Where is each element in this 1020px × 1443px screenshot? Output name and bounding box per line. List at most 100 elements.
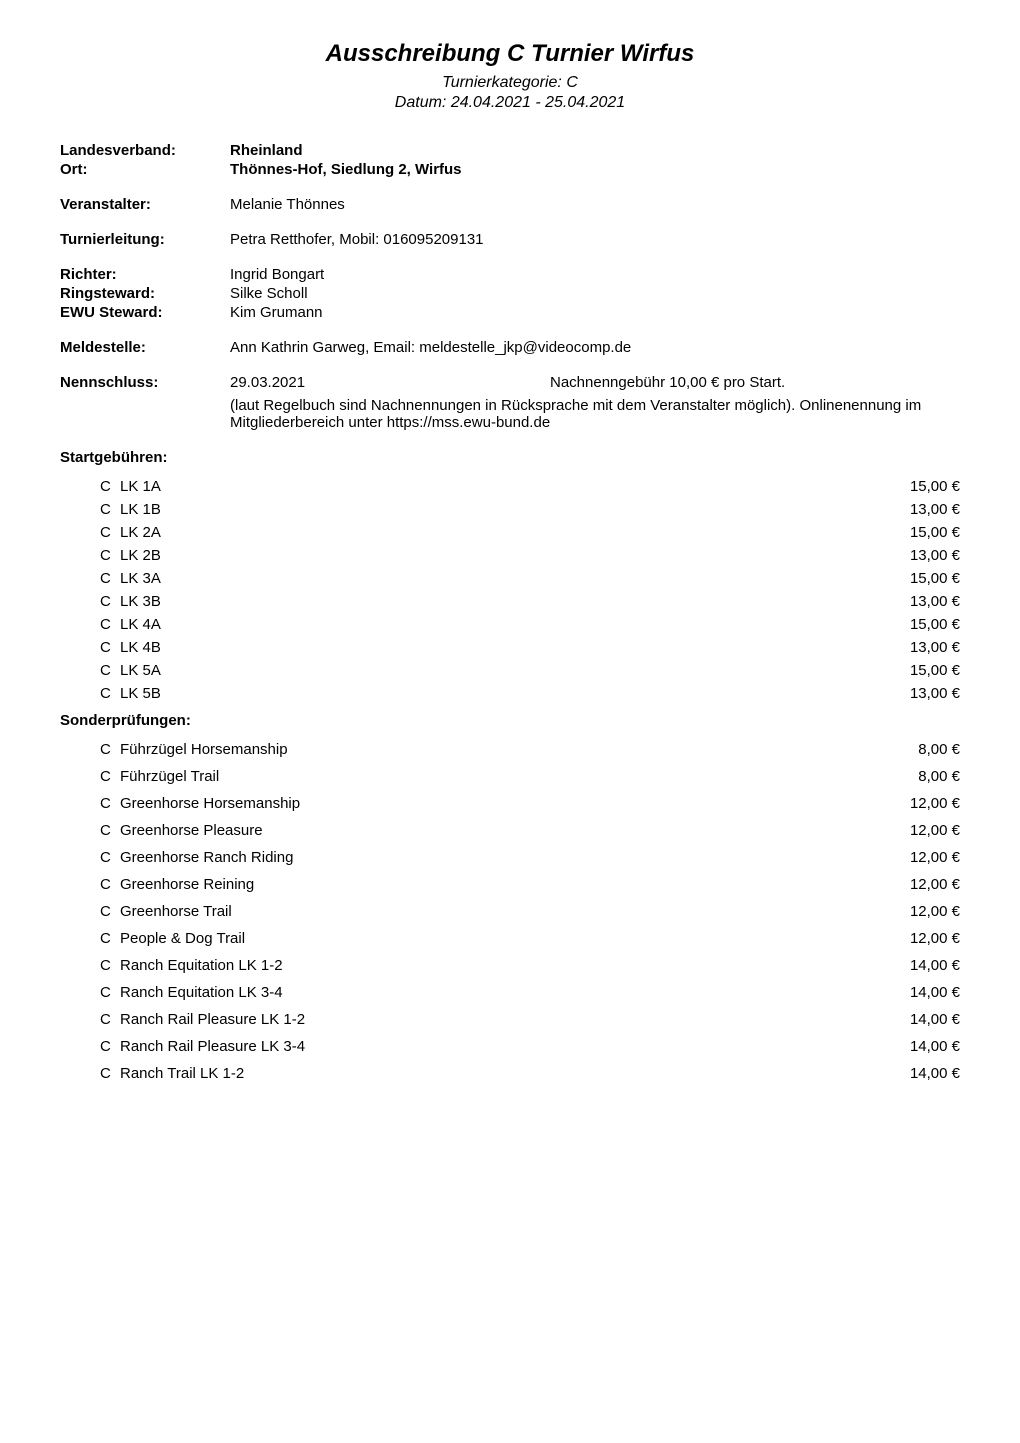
fee-category: C: [60, 524, 120, 541]
fee-price: 14,00 €: [860, 1011, 960, 1028]
fee-row: CLK 4A15,00 €: [60, 616, 960, 633]
fee-price: 13,00 €: [860, 685, 960, 702]
fee-row: CLK 5B13,00 €: [60, 685, 960, 702]
fee-row: CFührzügel Trail8,00 €: [60, 768, 960, 785]
fee-category: C: [60, 741, 120, 758]
fee-name: Ranch Rail Pleasure LK 3-4: [120, 1038, 860, 1055]
fee-name: Ranch Trail LK 1-2: [120, 1065, 860, 1082]
fee-price: 12,00 €: [860, 849, 960, 866]
fee-category: C: [60, 662, 120, 679]
fee-price: 8,00 €: [860, 768, 960, 785]
nennschluss-label: Nennschluss:: [60, 374, 230, 391]
fee-price: 12,00 €: [860, 795, 960, 812]
fee-category: C: [60, 1011, 120, 1028]
fee-name: Führzügel Trail: [120, 768, 860, 785]
fee-name: Greenhorse Ranch Riding: [120, 849, 860, 866]
fee-row: CLK 3B13,00 €: [60, 593, 960, 610]
fee-name: LK 4A: [120, 616, 860, 633]
ort-value: Thönnes-Hof, Siedlung 2, Wirfus: [230, 161, 960, 178]
sonderpruefungen-label: Sonderprüfungen:: [60, 712, 960, 729]
fee-name: Greenhorse Pleasure: [120, 822, 860, 839]
fee-price: 8,00 €: [860, 741, 960, 758]
fee-name: Greenhorse Horsemanship: [120, 795, 860, 812]
nennschluss-fee: Nachnenngebühr 10,00 € pro Start.: [550, 374, 960, 391]
fee-row: CLK 1B13,00 €: [60, 501, 960, 518]
fee-name: LK 5B: [120, 685, 860, 702]
fee-price: 14,00 €: [860, 1065, 960, 1082]
fee-name: LK 5A: [120, 662, 860, 679]
ringsteward-value: Silke Scholl: [230, 285, 960, 302]
fee-category: C: [60, 903, 120, 920]
fee-price: 13,00 €: [860, 639, 960, 656]
fee-row: CLK 2A15,00 €: [60, 524, 960, 541]
fee-row: CRanch Equitation LK 1-214,00 €: [60, 957, 960, 974]
fee-name: LK 3B: [120, 593, 860, 610]
fee-price: 12,00 €: [860, 903, 960, 920]
fee-category: C: [60, 478, 120, 495]
nennschluss-note: (laut Regelbuch sind Nachnennungen in Rü…: [230, 397, 960, 431]
fee-category: C: [60, 849, 120, 866]
fee-price: 12,00 €: [860, 930, 960, 947]
document-title: Ausschreibung C Turnier Wirfus: [60, 40, 960, 68]
ringsteward-label: Ringsteward:: [60, 285, 230, 302]
fee-price: 12,00 €: [860, 822, 960, 839]
fee-category: C: [60, 616, 120, 633]
fee-row: CLK 4B13,00 €: [60, 639, 960, 656]
fee-row: CFührzügel Horsemanship8,00 €: [60, 741, 960, 758]
fee-name: LK 2A: [120, 524, 860, 541]
landesverband-label: Landesverband:: [60, 142, 230, 159]
fee-price: 13,00 €: [860, 593, 960, 610]
fee-price: 15,00 €: [860, 478, 960, 495]
fee-name: Ranch Equitation LK 3-4: [120, 984, 860, 1001]
fee-name: Greenhorse Trail: [120, 903, 860, 920]
fee-category: C: [60, 593, 120, 610]
fee-price: 13,00 €: [860, 547, 960, 564]
fee-row: CLK 3A15,00 €: [60, 570, 960, 587]
fee-category: C: [60, 957, 120, 974]
fee-row: CLK 1A15,00 €: [60, 478, 960, 495]
fee-row: CRanch Rail Pleasure LK 1-214,00 €: [60, 1011, 960, 1028]
richter-value: Ingrid Bongart: [230, 266, 960, 283]
fee-row: CPeople & Dog Trail12,00 €: [60, 930, 960, 947]
fee-name: People & Dog Trail: [120, 930, 860, 947]
fee-category: C: [60, 570, 120, 587]
fee-row: CLK 2B13,00 €: [60, 547, 960, 564]
fee-row: CRanch Rail Pleasure LK 3-414,00 €: [60, 1038, 960, 1055]
landesverband-value: Rheinland: [230, 142, 960, 159]
fee-name: Führzügel Horsemanship: [120, 741, 860, 758]
fee-row: CRanch Trail LK 1-214,00 €: [60, 1065, 960, 1082]
fee-price: 15,00 €: [860, 662, 960, 679]
fee-name: Greenhorse Reining: [120, 876, 860, 893]
veranstalter-value: Melanie Thönnes: [230, 196, 960, 213]
fee-row: CGreenhorse Pleasure12,00 €: [60, 822, 960, 839]
fee-category: C: [60, 547, 120, 564]
meldestelle-label: Meldestelle:: [60, 339, 230, 356]
fee-category: C: [60, 795, 120, 812]
fee-category: C: [60, 768, 120, 785]
fee-name: LK 1A: [120, 478, 860, 495]
fee-name: LK 1B: [120, 501, 860, 518]
fee-price: 12,00 €: [860, 876, 960, 893]
fee-category: C: [60, 1065, 120, 1082]
startgebuehren-table: CLK 1A15,00 €CLK 1B13,00 €CLK 2A15,00 €C…: [60, 478, 960, 702]
fee-price: 14,00 €: [860, 957, 960, 974]
ort-label: Ort:: [60, 161, 230, 178]
startgebuehren-label: Startgebühren:: [60, 449, 960, 466]
turnier-date: Datum: 24.04.2021 - 25.04.2021: [60, 94, 960, 112]
fee-row: CLK 5A15,00 €: [60, 662, 960, 679]
nennschluss-date: 29.03.2021: [230, 374, 550, 391]
fee-row: CRanch Equitation LK 3-414,00 €: [60, 984, 960, 1001]
veranstalter-label: Veranstalter:: [60, 196, 230, 213]
fee-category: C: [60, 685, 120, 702]
fee-category: C: [60, 876, 120, 893]
fee-name: Ranch Rail Pleasure LK 1-2: [120, 1011, 860, 1028]
turnierleitung-value: Petra Retthofer, Mobil: 016095209131: [230, 231, 960, 248]
fee-price: 13,00 €: [860, 501, 960, 518]
fee-price: 14,00 €: [860, 1038, 960, 1055]
meldestelle-value: Ann Kathrin Garweg, Email: meldestelle_j…: [230, 339, 960, 356]
fee-name: LK 2B: [120, 547, 860, 564]
fee-name: Ranch Equitation LK 1-2: [120, 957, 860, 974]
turnierleitung-label: Turnierleitung:: [60, 231, 230, 248]
fee-category: C: [60, 1038, 120, 1055]
richter-label: Richter:: [60, 266, 230, 283]
